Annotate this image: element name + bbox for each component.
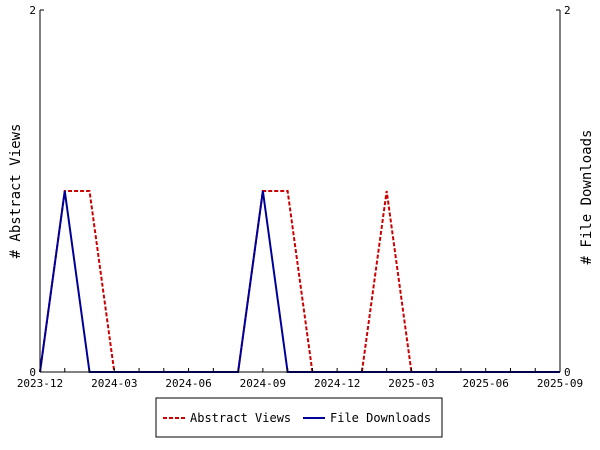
plot-area — [40, 10, 560, 372]
x-tick-label-2024-03: 2024-03 — [91, 377, 137, 390]
legend-label-abstract-views: Abstract Views — [190, 411, 291, 425]
legend: Abstract Views File Downloads — [155, 397, 443, 438]
x-tick-label-2024-06: 2024-06 — [165, 377, 211, 390]
x-ticks — [39, 368, 561, 372]
x-tick-label-2025-03: 2025-03 — [388, 377, 434, 390]
y-tick-label-left-0: 0 — [29, 366, 36, 379]
x-tick-label-2025-09: 2025-09 — [537, 377, 583, 390]
x-tick-label-2024-12: 2024-12 — [314, 377, 360, 390]
y-tick-label-left-2: 2 — [29, 4, 36, 17]
y-tick-labels: 0 2 0 2 — [29, 4, 570, 379]
x-tick-label-2023-12: 2023-12 — [17, 377, 63, 390]
x-tick-labels: 2023-12 2024-03 2024-06 2024-09 2024-12 2025-… — [17, 377, 583, 390]
legend-label-file-downloads: File Downloads — [330, 411, 431, 425]
x-tick-label-2025-06: 2025-06 — [463, 377, 509, 390]
y-tick-label-right-0: 0 — [564, 366, 571, 379]
y-axis-title-right: # File Downloads — [579, 130, 595, 265]
y-tick-label-right-2: 2 — [564, 4, 571, 17]
legend-box — [155, 397, 443, 438]
x-tick-label-2024-09: 2024-09 — [240, 377, 286, 390]
y-axis-title-left: # Abstract Views — [8, 124, 24, 259]
